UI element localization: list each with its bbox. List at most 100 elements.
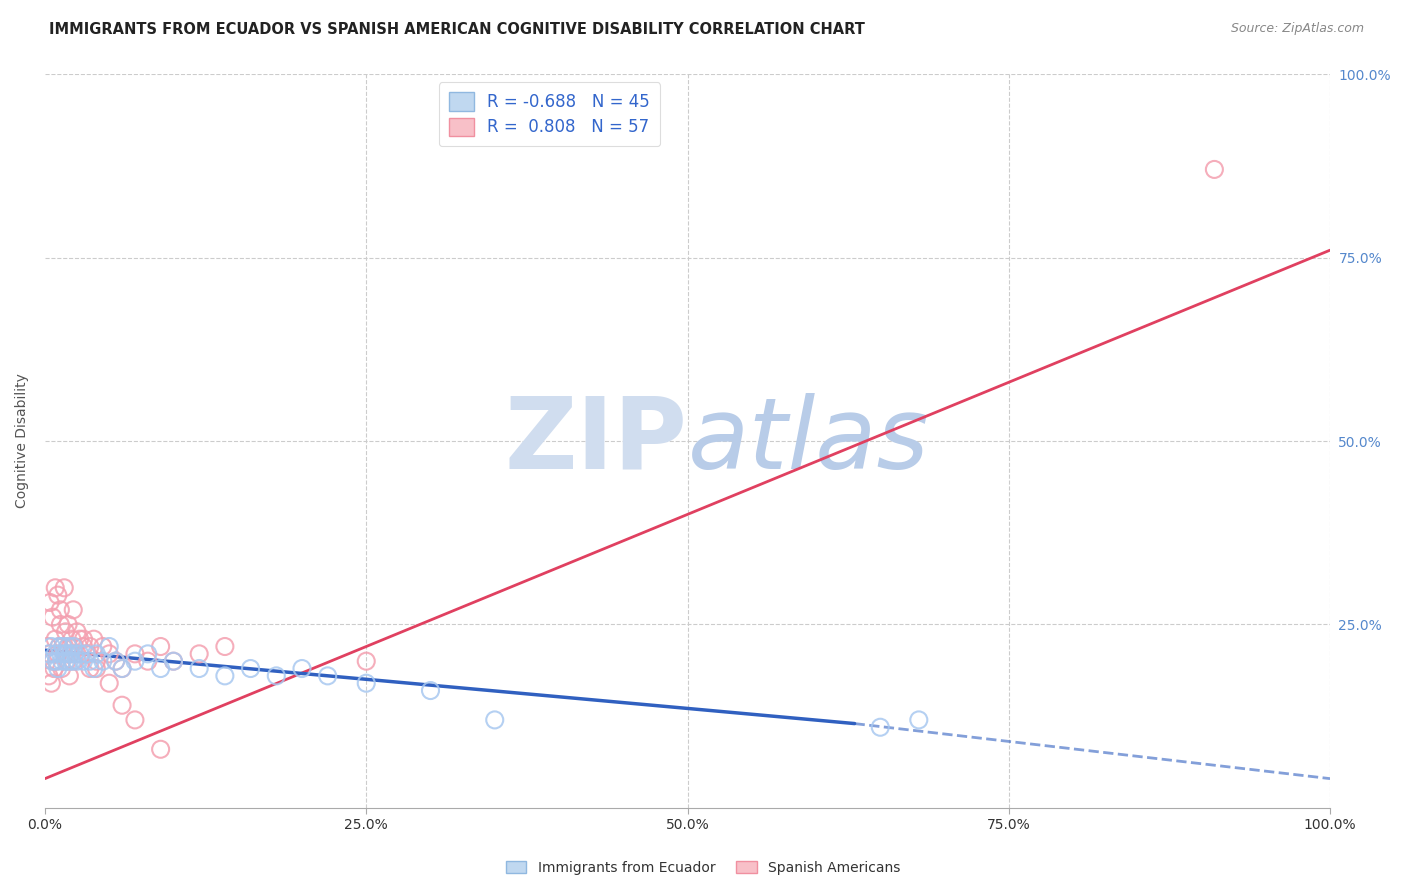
Point [214, 640, 236, 654]
Point [46, 661, 69, 675]
Point [41, 676, 63, 690]
Point [72, 640, 94, 654]
Point [39, 647, 62, 661]
Point [72, 654, 94, 668]
Point [316, 669, 339, 683]
Point [51, 654, 73, 668]
Point [111, 698, 134, 713]
Point [66, 647, 89, 661]
Point [41, 610, 63, 624]
Point [55, 624, 77, 639]
Point [86, 654, 108, 668]
Point [60, 632, 83, 647]
Point [56, 640, 79, 654]
Point [124, 647, 146, 661]
Point [111, 661, 134, 675]
Point [136, 654, 159, 668]
Point [49, 617, 72, 632]
Point [66, 654, 89, 668]
Point [354, 654, 377, 668]
Point [51, 661, 73, 675]
Point [111, 661, 134, 675]
Point [56, 617, 79, 632]
Point [149, 640, 172, 654]
Point [49, 647, 72, 661]
Point [484, 713, 506, 727]
Point [39, 595, 62, 609]
Point [45, 654, 67, 668]
Text: IMMIGRANTS FROM ECUADOR VS SPANISH AMERICAN COGNITIVE DISABILITY CORRELATION CHA: IMMIGRANTS FROM ECUADOR VS SPANISH AMERI… [49, 22, 865, 37]
Point [48, 640, 70, 654]
Point [62, 654, 84, 668]
Point [41, 640, 63, 654]
Point [98, 647, 121, 661]
Point [63, 647, 86, 661]
Point [907, 713, 929, 727]
Point [75, 647, 97, 661]
Point [44, 632, 66, 647]
Point [83, 632, 105, 647]
Point [1204, 162, 1226, 177]
Point [188, 647, 211, 661]
Point [60, 654, 83, 668]
Point [44, 647, 66, 661]
Point [91, 654, 114, 668]
Point [46, 588, 69, 602]
Point [72, 632, 94, 647]
Point [266, 669, 288, 683]
Point [53, 647, 76, 661]
Point [37, 640, 59, 654]
Point [41, 654, 63, 668]
Legend: R = -0.688   N = 45, R =  0.808   N = 57: R = -0.688 N = 45, R = 0.808 N = 57 [439, 82, 659, 146]
Point [62, 603, 84, 617]
Point [59, 647, 82, 661]
Point [79, 640, 101, 654]
Point [66, 624, 89, 639]
Point [104, 654, 127, 668]
Point [419, 683, 441, 698]
Point [98, 640, 121, 654]
Point [46, 647, 69, 661]
Legend: Immigrants from Ecuador, Spanish Americans: Immigrants from Ecuador, Spanish America… [501, 855, 905, 880]
Point [239, 661, 262, 675]
Point [62, 640, 84, 654]
Point [86, 661, 108, 675]
Point [86, 647, 108, 661]
Point [48, 640, 70, 654]
Point [56, 640, 79, 654]
Point [69, 632, 91, 647]
Point [53, 647, 76, 661]
Point [354, 676, 377, 690]
Point [55, 654, 77, 668]
Point [124, 654, 146, 668]
Text: Source: ZipAtlas.com: Source: ZipAtlas.com [1230, 22, 1364, 36]
Point [59, 647, 82, 661]
Point [162, 654, 184, 668]
Point [83, 661, 105, 675]
Point [149, 661, 172, 675]
Point [214, 669, 236, 683]
Point [162, 654, 184, 668]
Y-axis label: Cognitive Disability: Cognitive Disability [15, 374, 30, 508]
Point [136, 647, 159, 661]
Point [56, 647, 79, 661]
Point [69, 647, 91, 661]
Point [75, 647, 97, 661]
Point [41, 654, 63, 668]
Point [869, 720, 891, 734]
Point [42, 661, 65, 675]
Point [52, 640, 75, 654]
Point [291, 661, 314, 675]
Point [53, 581, 76, 595]
Point [79, 654, 101, 668]
Point [58, 669, 80, 683]
Point [58, 654, 80, 668]
Point [38, 647, 60, 661]
Point [91, 640, 114, 654]
Point [38, 669, 60, 683]
Text: atlas: atlas [688, 392, 929, 490]
Point [104, 654, 127, 668]
Point [63, 640, 86, 654]
Point [149, 742, 172, 756]
Point [124, 713, 146, 727]
